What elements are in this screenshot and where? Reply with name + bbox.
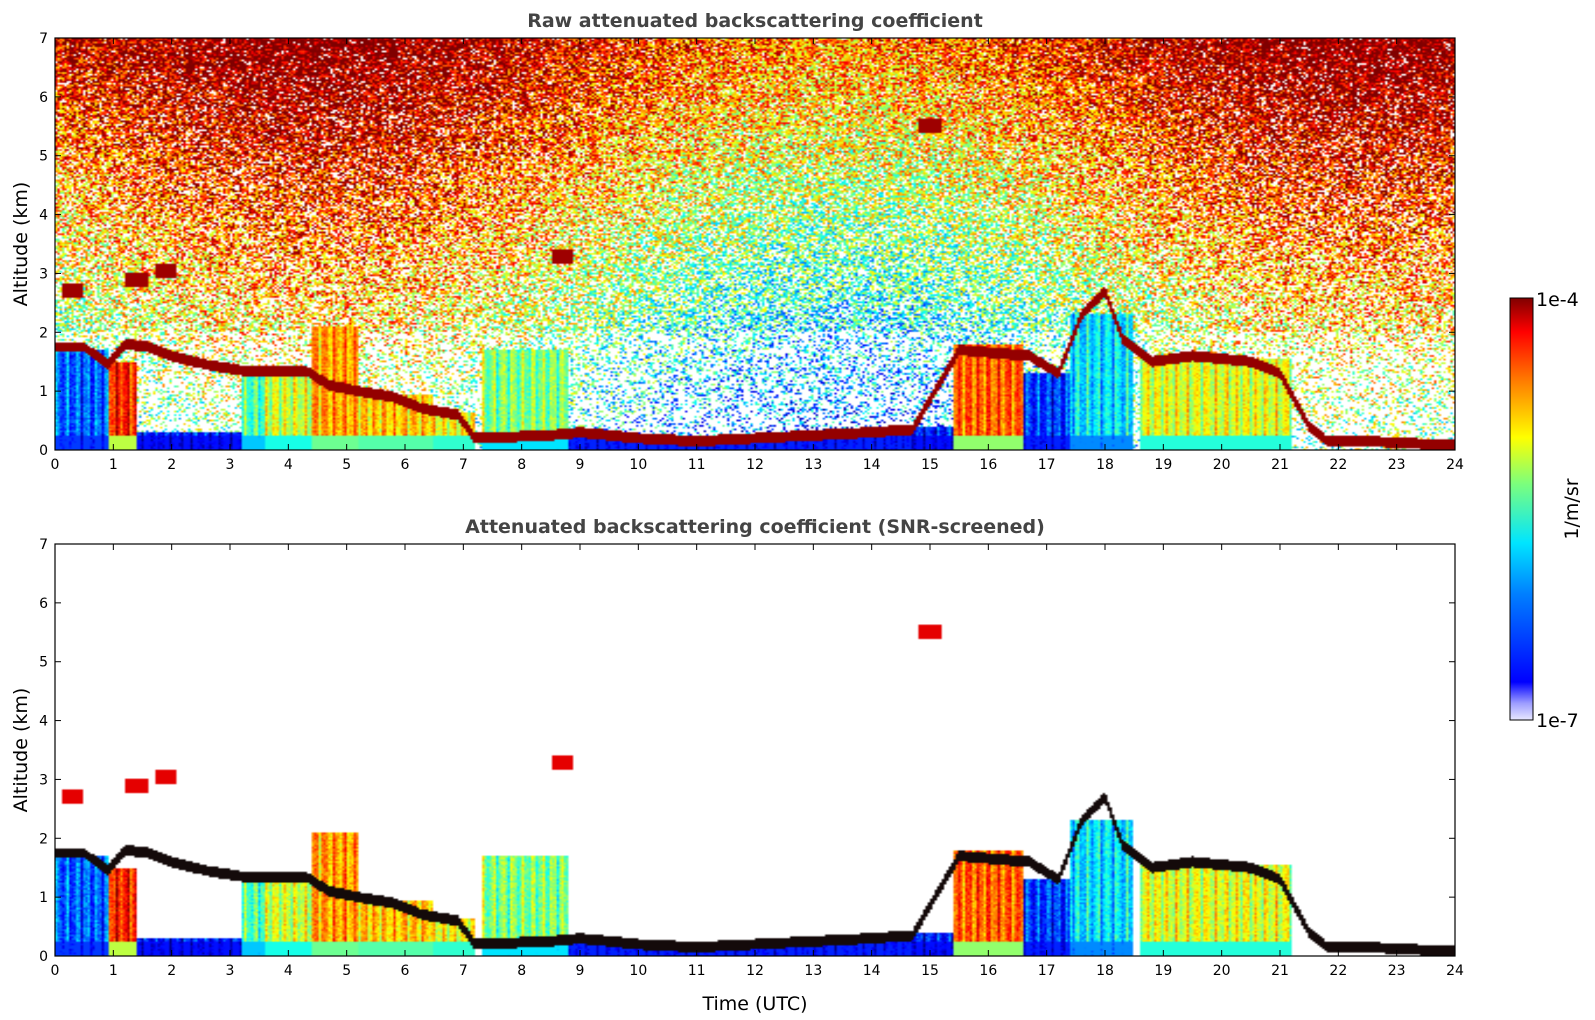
panel-screened-title: Attenuated backscattering coefficient (S… (465, 516, 1045, 538)
colorbar-unit-label: 1/m/sr (1561, 478, 1583, 539)
panel-screened-ticks: 0 1 2 3 4 5 6 7 8 9 10 11 12 13 14 15 16 17 18 19 20 21 22 23 24… (39, 537, 1464, 979)
colorbar-scale (1509, 297, 1534, 721)
x-tick-label: 8 (517, 963, 526, 979)
y-tick-label: 3 (39, 772, 48, 788)
y-tick-label: 2 (39, 831, 48, 847)
x-tick-label: 3 (226, 963, 235, 979)
x-tick-label: 11 (688, 963, 706, 979)
y-tick-label: 7 (39, 537, 48, 553)
y-tick-label: 6 (39, 90, 48, 106)
x-tick-label: 5 (342, 457, 351, 473)
y-tick-label: 1 (39, 384, 48, 400)
y-tick-label: 7 (39, 31, 48, 47)
x-tick-label: 21 (1271, 457, 1289, 473)
x-tick-label: 20 (1213, 963, 1231, 979)
x-tick-label: 3 (226, 457, 235, 473)
x-tick-label: 1 (109, 963, 118, 979)
x-tick-label: 23 (1388, 457, 1406, 473)
y-tick-label: 0 (39, 949, 48, 965)
x-tick-label: 13 (804, 457, 822, 473)
x-tick-label: 4 (284, 457, 293, 473)
y-tick-label: 1 (39, 890, 48, 906)
x-tick-label: 21 (1271, 963, 1289, 979)
x-tick-label: 13 (804, 963, 822, 979)
x-tick-label: 17 (1038, 963, 1056, 979)
panel-screened-xlabel: Time (UTC) (701, 993, 807, 1015)
colorbar: 1e-4 1e-7 1/m/sr (1509, 289, 1583, 732)
x-tick-label: 15 (921, 963, 939, 979)
x-tick-label: 6 (401, 963, 410, 979)
x-tick-label: 24 (1446, 457, 1464, 473)
x-tick-label: 18 (1096, 963, 1114, 979)
x-tick-label: 11 (688, 457, 706, 473)
x-tick-label: 5 (342, 963, 351, 979)
panel-raw-title: Raw attenuated backscattering coefficien… (527, 10, 983, 32)
y-tick-label: 2 (39, 325, 48, 341)
x-tick-label: 24 (1446, 963, 1464, 979)
x-tick-label: 7 (459, 457, 468, 473)
y-tick-label: 0 (39, 443, 48, 459)
panel-screened-ylabel: Altitude (km) (10, 688, 32, 813)
x-tick-label: 4 (284, 963, 293, 979)
x-tick-label: 22 (1329, 963, 1347, 979)
panel-raw-ylabel: Altitude (km) (10, 182, 32, 307)
y-tick-label: 3 (39, 266, 48, 282)
x-tick-label: 7 (459, 963, 468, 979)
x-tick-label: 9 (576, 457, 585, 473)
panel-screened: Attenuated backscattering coefficient (S… (10, 516, 1464, 1015)
x-tick-label: 10 (629, 457, 647, 473)
x-tick-label: 23 (1388, 963, 1406, 979)
x-tick-label: 1 (109, 457, 118, 473)
x-tick-label: 6 (401, 457, 410, 473)
x-tick-label: 0 (51, 457, 60, 473)
x-tick-label: 9 (576, 963, 585, 979)
x-tick-label: 10 (629, 963, 647, 979)
panel-screened-heatmap (55, 544, 1455, 956)
x-tick-label: 2 (167, 963, 176, 979)
y-tick-label: 5 (39, 655, 48, 671)
x-tick-label: 16 (979, 963, 997, 979)
x-tick-label: 16 (979, 457, 997, 473)
x-tick-label: 8 (517, 457, 526, 473)
x-tick-label: 15 (921, 457, 939, 473)
y-tick-label: 5 (39, 149, 48, 165)
x-tick-label: 0 (51, 963, 60, 979)
x-tick-label: 20 (1213, 457, 1231, 473)
x-tick-label: 12 (746, 457, 764, 473)
x-tick-label: 19 (1154, 963, 1172, 979)
x-tick-label: 12 (746, 963, 764, 979)
x-tick-label: 18 (1096, 457, 1114, 473)
x-tick-label: 14 (863, 963, 881, 979)
y-tick-label: 4 (39, 714, 48, 730)
y-tick-label: 4 (39, 208, 48, 224)
colorbar-max-label: 1e-4 (1536, 289, 1579, 311)
x-tick-label: 22 (1329, 457, 1347, 473)
x-tick-label: 19 (1154, 457, 1172, 473)
colorbar-min-label: 1e-7 (1536, 710, 1579, 732)
y-tick-label: 6 (39, 596, 48, 612)
x-tick-label: 14 (863, 457, 881, 473)
panel-raw-heatmap (55, 38, 1455, 450)
x-tick-label: 17 (1038, 457, 1056, 473)
x-tick-label: 2 (167, 457, 176, 473)
panel-raw-ticks: 0 1 2 3 4 5 6 7 8 9 10 11 12 13 14 15 16 17 18 19 20 21 22 23 24… (39, 31, 1464, 473)
panel-raw: Raw attenuated backscattering coefficien… (10, 10, 1464, 473)
